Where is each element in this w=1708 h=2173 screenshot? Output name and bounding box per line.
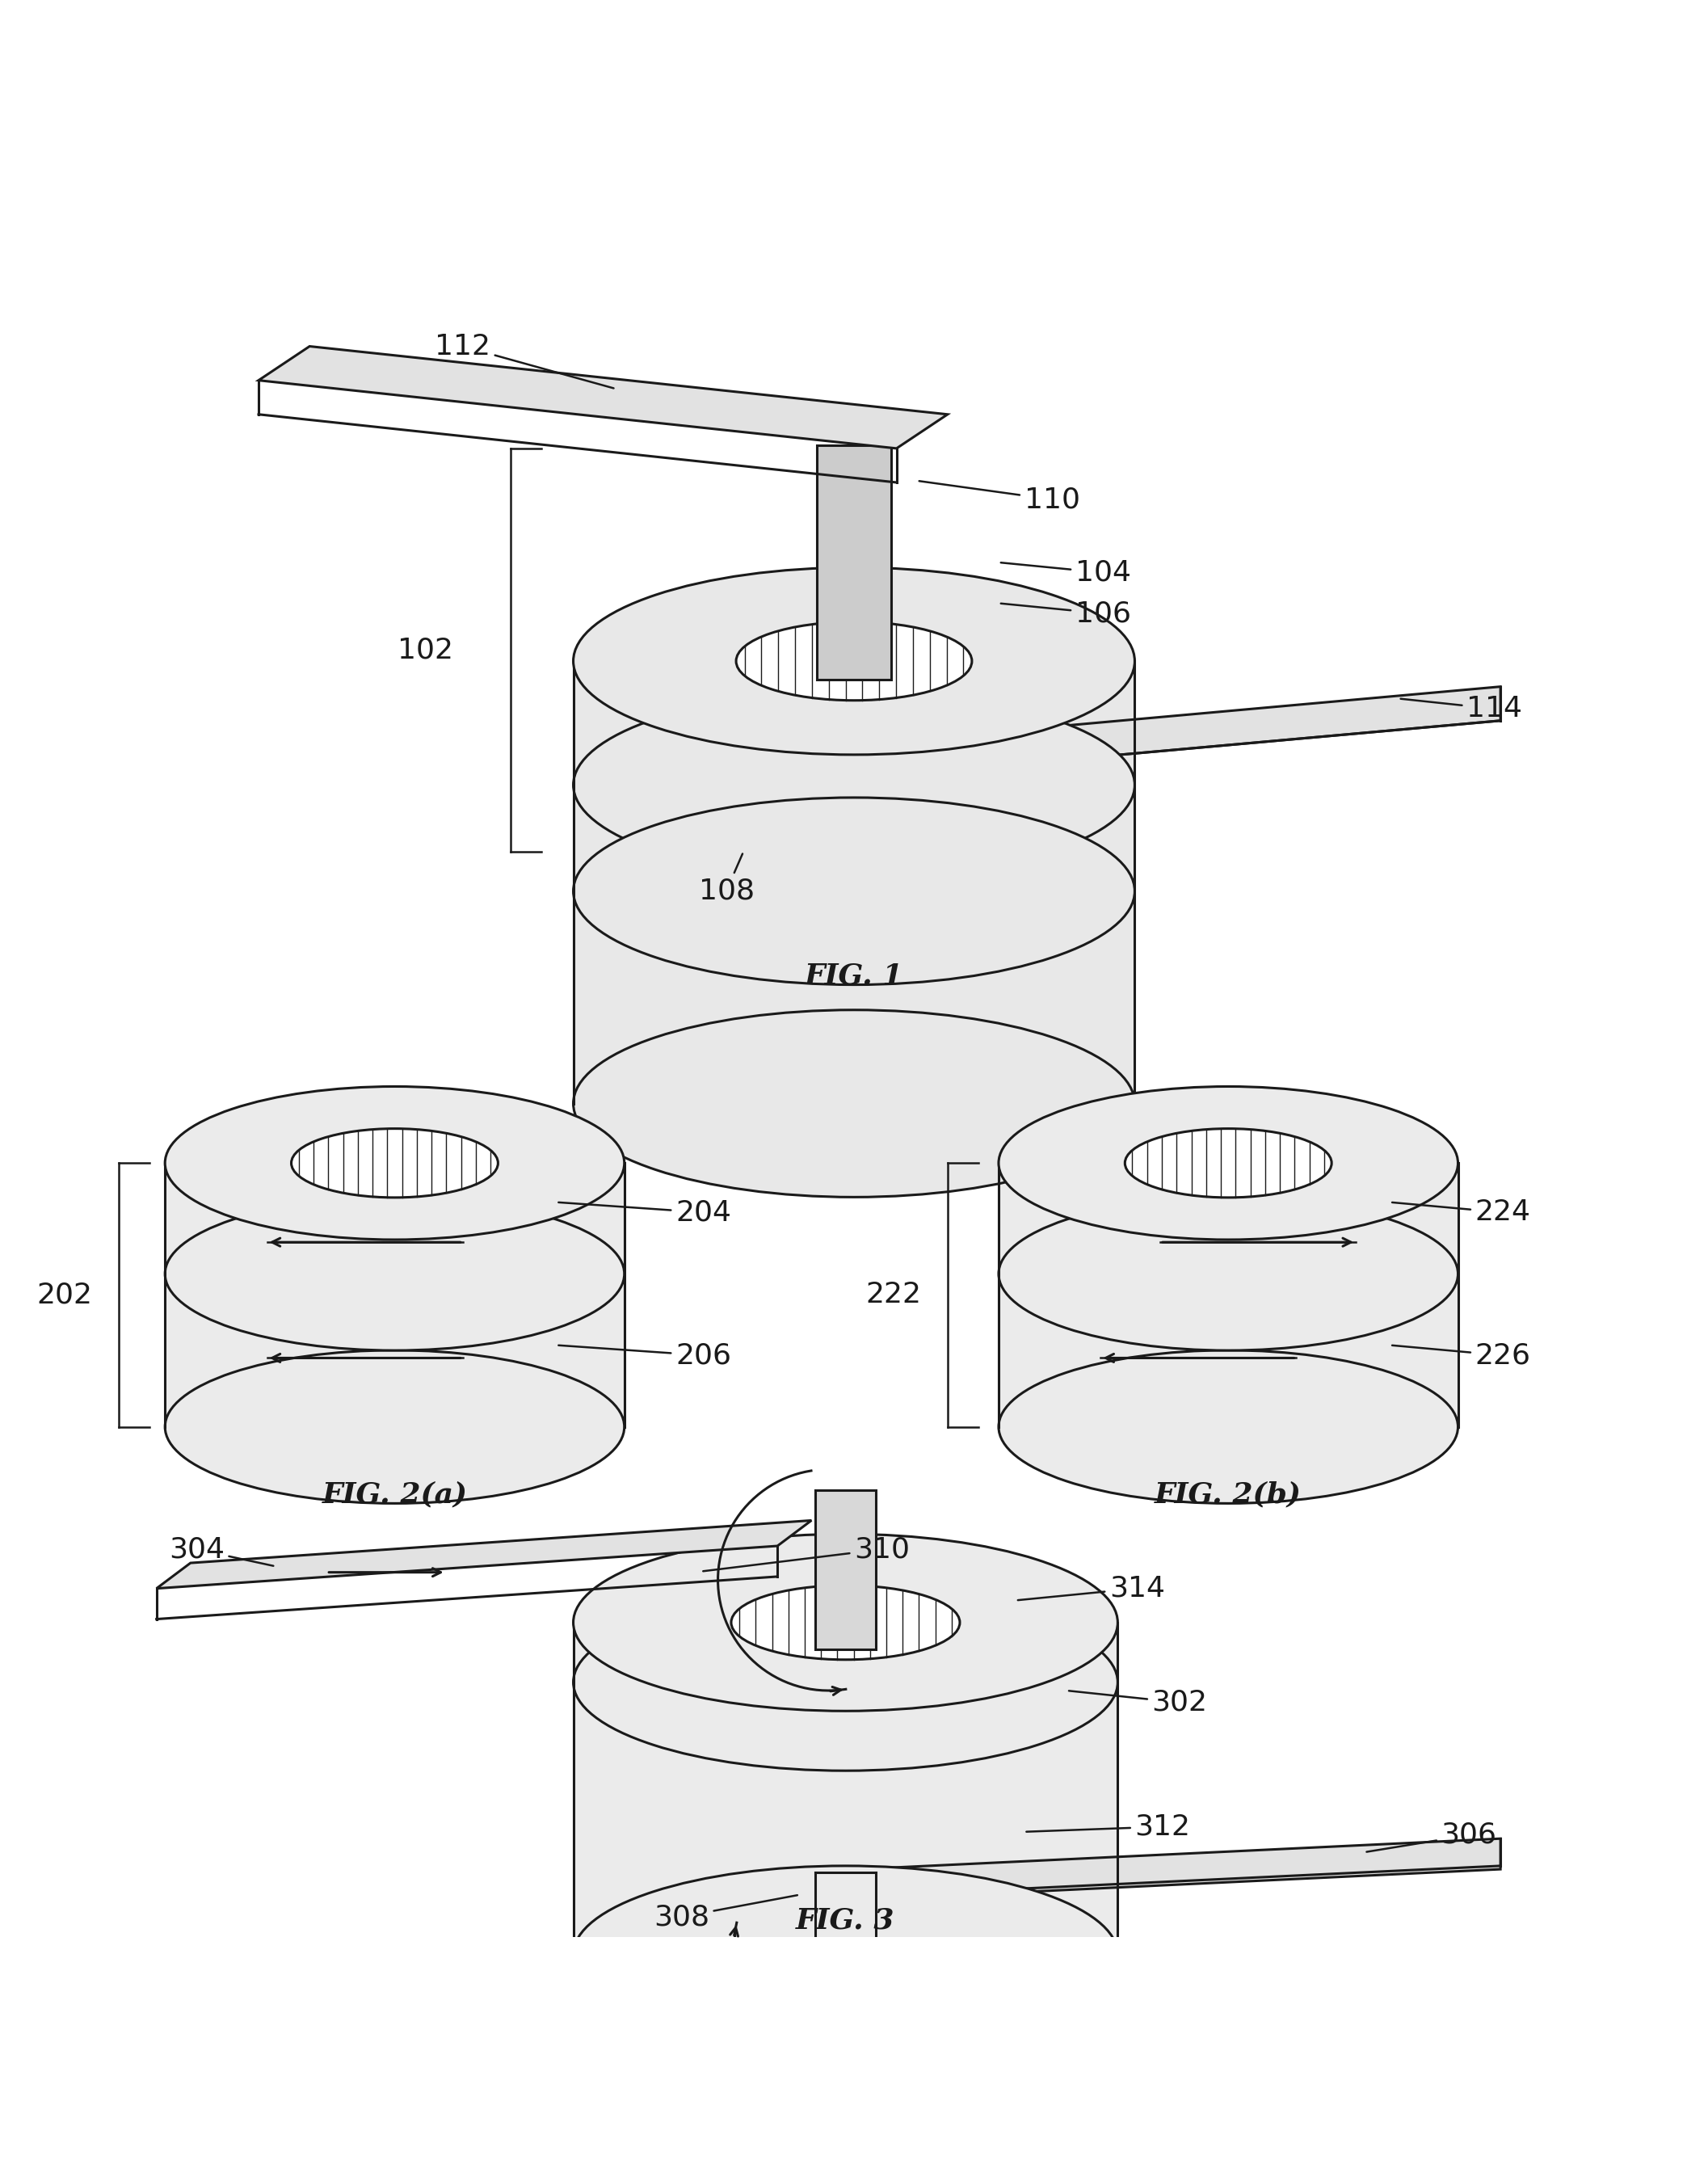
Text: 206: 206 xyxy=(559,1341,731,1369)
Text: 306: 306 xyxy=(1366,1821,1496,1851)
Polygon shape xyxy=(574,1623,1117,1954)
Ellipse shape xyxy=(574,567,1134,754)
Ellipse shape xyxy=(999,1349,1459,1504)
Ellipse shape xyxy=(292,1128,499,1197)
Ellipse shape xyxy=(166,1086,625,1239)
Polygon shape xyxy=(157,1521,811,1588)
Ellipse shape xyxy=(731,1586,960,1660)
Text: 304: 304 xyxy=(169,1536,273,1567)
Text: 102: 102 xyxy=(398,637,453,663)
Text: 106: 106 xyxy=(1001,600,1131,628)
Text: 110: 110 xyxy=(919,480,1079,513)
Polygon shape xyxy=(815,1491,876,1649)
Text: 108: 108 xyxy=(699,854,755,904)
Ellipse shape xyxy=(999,1086,1459,1239)
Text: FIG. 1: FIG. 1 xyxy=(804,963,904,989)
Text: 226: 226 xyxy=(1392,1341,1530,1369)
Text: 314: 314 xyxy=(1018,1575,1165,1602)
Text: 310: 310 xyxy=(704,1536,910,1571)
Text: 104: 104 xyxy=(1001,558,1131,587)
Text: FIG. 2(a): FIG. 2(a) xyxy=(321,1482,468,1508)
Ellipse shape xyxy=(1126,1128,1332,1197)
Text: 112: 112 xyxy=(436,332,613,389)
Text: 222: 222 xyxy=(866,1282,921,1308)
Text: 204: 204 xyxy=(559,1199,731,1226)
Ellipse shape xyxy=(574,1867,1117,2043)
Polygon shape xyxy=(816,445,892,680)
Ellipse shape xyxy=(166,1197,625,1349)
Ellipse shape xyxy=(574,691,1134,878)
Text: 302: 302 xyxy=(1069,1688,1208,1717)
Text: 308: 308 xyxy=(654,1895,798,1930)
Text: 202: 202 xyxy=(38,1282,92,1308)
Text: FIG. 2(b): FIG. 2(b) xyxy=(1155,1482,1301,1508)
Ellipse shape xyxy=(574,1534,1117,1710)
Text: FIG. 3: FIG. 3 xyxy=(796,1906,895,1934)
Polygon shape xyxy=(258,346,948,448)
Ellipse shape xyxy=(736,621,972,700)
Polygon shape xyxy=(786,1838,1501,1904)
Text: 114: 114 xyxy=(1401,695,1522,721)
Ellipse shape xyxy=(574,1010,1134,1197)
Polygon shape xyxy=(166,1163,625,1428)
Ellipse shape xyxy=(999,1197,1459,1349)
Polygon shape xyxy=(574,661,1134,1104)
Polygon shape xyxy=(999,1163,1459,1428)
Ellipse shape xyxy=(166,1349,625,1504)
Ellipse shape xyxy=(574,1593,1117,1771)
Text: 312: 312 xyxy=(1027,1812,1190,1841)
Ellipse shape xyxy=(574,797,1134,984)
Polygon shape xyxy=(931,687,1501,771)
Text: 224: 224 xyxy=(1392,1199,1530,1226)
